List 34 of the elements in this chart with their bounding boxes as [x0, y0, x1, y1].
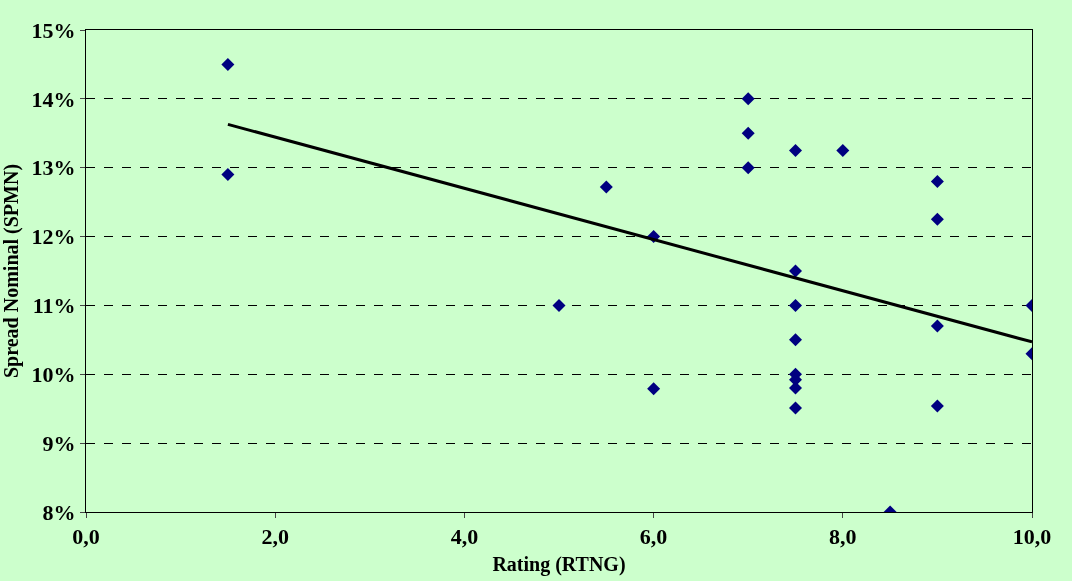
point — [836, 144, 850, 157]
y-tick-label: 9% — [42, 430, 76, 456]
y-tick-label: 8% — [42, 499, 76, 525]
point — [647, 382, 661, 396]
point — [789, 144, 802, 157]
y-axis-title: Spread Nominal (SPMN) — [0, 163, 23, 379]
point — [930, 212, 944, 226]
point — [221, 168, 235, 182]
point — [930, 174, 944, 188]
x-tick-label: 4,0 — [450, 524, 479, 550]
y-tick-label: 14% — [31, 86, 76, 112]
x-tick-label: 6,0 — [639, 524, 668, 550]
y-tick-label: 15% — [31, 17, 76, 43]
point — [552, 298, 566, 312]
point — [741, 126, 755, 140]
x-tick-label: 0,0 — [72, 524, 100, 550]
y-tick-label: 12% — [31, 224, 76, 250]
x-tick-label: 2,0 — [261, 524, 289, 550]
point — [930, 319, 944, 333]
point — [930, 399, 944, 413]
x-tick-label: 8,0 — [829, 524, 857, 550]
point — [789, 333, 802, 347]
y-tick-label: 10% — [31, 361, 76, 387]
x-axis-title: Rating (RTNG) — [492, 552, 626, 576]
point — [221, 57, 235, 71]
x-tick-label: 10,0 — [1012, 524, 1052, 550]
point — [741, 92, 755, 106]
y-tick-label: 11% — [32, 293, 76, 319]
point — [789, 401, 802, 415]
point — [789, 298, 802, 312]
point — [599, 180, 613, 194]
y-tick-label: 13% — [31, 155, 76, 181]
point — [741, 161, 755, 175]
point — [789, 264, 802, 278]
